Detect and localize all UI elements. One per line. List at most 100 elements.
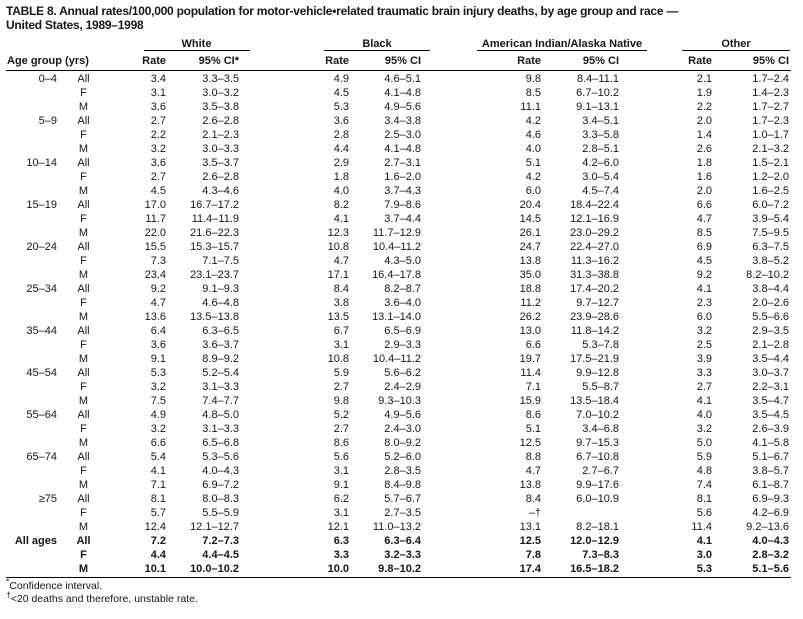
- cell-age: [6, 100, 61, 114]
- cell-ai-ci: 8.4–11.1: [576, 73, 619, 85]
- cell-w-ci: 4.4–4.5: [202, 549, 239, 561]
- cell-w-rate: 4.9: [150, 409, 166, 421]
- cell-o-rate: 2.1: [696, 73, 712, 85]
- cell-ai-ci: 12.1–16.9: [570, 213, 619, 225]
- cell-sex: F: [80, 507, 87, 519]
- cell-b-rate: 5.2: [333, 409, 349, 421]
- cell-ai-rate: 35.0: [519, 269, 541, 281]
- cell-ai-ci: 7.0–10.2: [576, 409, 619, 421]
- table-row: M 13.6 13.5–13.8 13.5 13.1–14.0 26.2 23.9–28.6…: [6, 310, 791, 324]
- cell-sex: F: [80, 423, 87, 435]
- cell-w-rate: 3.4: [150, 73, 166, 85]
- table-row: F 5.7 5.5–5.9 3.1 2.7–3.5 –† 5.6 4.2–6.9: [6, 506, 791, 520]
- group-header-white: White: [106, 38, 250, 51]
- cell-b-ci: 9.8–10.2: [378, 563, 421, 575]
- cell-ai-ci: 6.7–10.2: [576, 87, 619, 99]
- group-label-other: Other: [682, 38, 790, 51]
- cell-w-rate: 12.4: [144, 521, 166, 533]
- cell-o-ci: 2.6–3.9: [752, 423, 789, 435]
- cell-b-rate: 12.3: [327, 227, 349, 239]
- cell-b-rate: 5.9: [333, 367, 349, 379]
- cell-age: [6, 338, 61, 352]
- cell-ai-rate: 17.4: [519, 563, 541, 575]
- cell-sex: M: [78, 227, 89, 239]
- cell-o-ci: 7.5–9.5: [752, 227, 789, 239]
- cell-o-rate: 5.0: [696, 437, 712, 449]
- cell-o-rate: 9.2: [696, 269, 712, 281]
- cell-ai-ci: [543, 506, 621, 520]
- cell-w-ci: 4.0–4.3: [202, 465, 239, 477]
- cell-o-ci: 4.2–6.9: [752, 507, 789, 519]
- cell-ai-rate: 6.0: [525, 185, 541, 197]
- table-row: M 22.0 21.6–22.3 12.3 11.7–12.9 26.1 23.0–29.2…: [6, 226, 791, 240]
- cell-o-ci: 3.8–4.4: [752, 283, 789, 295]
- cell-sex: M: [78, 563, 89, 575]
- cell-b-rate: 4.5: [333, 87, 349, 99]
- cell-sex: All: [77, 199, 90, 211]
- cell-ai-rate: 9.8: [525, 73, 541, 85]
- cell-ai-rate: 26.1: [519, 227, 541, 239]
- footnote-confidence-interval: *Confidence interval.: [6, 576, 103, 592]
- cell-b-ci: 7.9–8.6: [384, 199, 421, 211]
- cell-sex: M: [78, 395, 89, 407]
- cell-ai-ci: 23.9–28.6: [570, 311, 619, 323]
- cell-b-ci: 2.4–2.9: [384, 381, 421, 393]
- cell-ai-rate: 13.0: [519, 325, 541, 337]
- cell-w-rate: 4.1: [150, 465, 166, 477]
- cell-w-rate: 4.5: [150, 185, 166, 197]
- cell-w-rate: 3.6: [150, 157, 166, 169]
- cell-b-rate: 10.8: [327, 353, 349, 365]
- cell-ai-rate: 13.1: [519, 521, 541, 533]
- cell-w-ci: 21.6–22.3: [190, 227, 239, 239]
- cell-o-ci: 1.5–2.1: [752, 157, 789, 169]
- cell-age: All ages: [14, 535, 57, 547]
- cell-sex: F: [80, 213, 87, 225]
- cell-b-ci: 9.3–10.3: [378, 395, 421, 407]
- cell-ai-ci: 3.0–5.4: [582, 171, 619, 183]
- cell-ai-rate: 4.2: [525, 115, 541, 127]
- cell-w-ci: 4.8–5.0: [202, 409, 239, 421]
- cell-b-ci: 3.7–4.4: [384, 213, 421, 225]
- cell-age: ≥75: [38, 493, 57, 505]
- cell-b-ci: 3.6–4.0: [384, 297, 421, 309]
- cell-o-rate: 4.1: [696, 283, 712, 295]
- cell-ai-rate: 4.7: [525, 465, 541, 477]
- cell-b-ci: 13.1–14.0: [372, 311, 421, 323]
- cell-o-rate: 4.5: [696, 255, 712, 267]
- cell-b-ci: 2.8–3.5: [384, 465, 421, 477]
- cell-age: [6, 86, 61, 100]
- cell-w-ci: 23.1–23.7: [190, 269, 239, 281]
- cell-b-ci: 2.7–3.1: [384, 157, 421, 169]
- other-ci-header: 95% CI: [752, 55, 789, 67]
- cell-o-ci: 9.2–13.6: [746, 521, 789, 533]
- cell-sex: All: [77, 73, 90, 85]
- cell-ai-rate: 5.1: [525, 423, 541, 435]
- cell-ai-ci: 6.7–10.8: [576, 451, 619, 463]
- cell-age: [6, 436, 61, 450]
- cell-o-rate: 2.2: [696, 101, 712, 113]
- cell-b-rate: 10.8: [327, 241, 349, 253]
- cell-b-rate: 9.8: [333, 395, 349, 407]
- cell-o-rate: 3.3: [696, 367, 712, 379]
- cell-b-ci: 5.6–6.2: [384, 367, 421, 379]
- cell-sex: M: [78, 143, 89, 155]
- cell-age: [6, 478, 61, 492]
- cell-b-ci: 11.7–12.9: [372, 227, 421, 239]
- cell-sex: All: [77, 241, 90, 253]
- cell-w-rate: 8.1: [150, 493, 166, 505]
- cell-w-ci: 2.6–2.8: [202, 171, 239, 183]
- cell-o-rate: 6.9: [696, 241, 712, 253]
- cell-o-rate: 2.0: [696, 115, 712, 127]
- cell-b-ci: 10.4–11.2: [372, 353, 421, 365]
- title-line-2: United States, 1989–1998: [6, 17, 144, 32]
- cell-ai-rate: 11.1: [520, 101, 541, 113]
- cell-o-rate: 6.0: [696, 311, 712, 323]
- cell-w-rate: 3.6: [150, 339, 166, 351]
- cell-ai-ci: 9.9–12.8: [576, 367, 619, 379]
- cell-b-rate: 5.6: [333, 451, 349, 463]
- cell-sex: All: [76, 535, 91, 547]
- cell-o-rate: 4.1: [696, 535, 712, 547]
- table-row: 35–44 All 6.4 6.3–6.5 6.7 6.5–6.9 13.0 11.8–14.…: [6, 324, 791, 338]
- cell-o-ci: 5.5–6.6: [752, 311, 789, 323]
- cell-ai-rate: 20.4: [519, 199, 541, 211]
